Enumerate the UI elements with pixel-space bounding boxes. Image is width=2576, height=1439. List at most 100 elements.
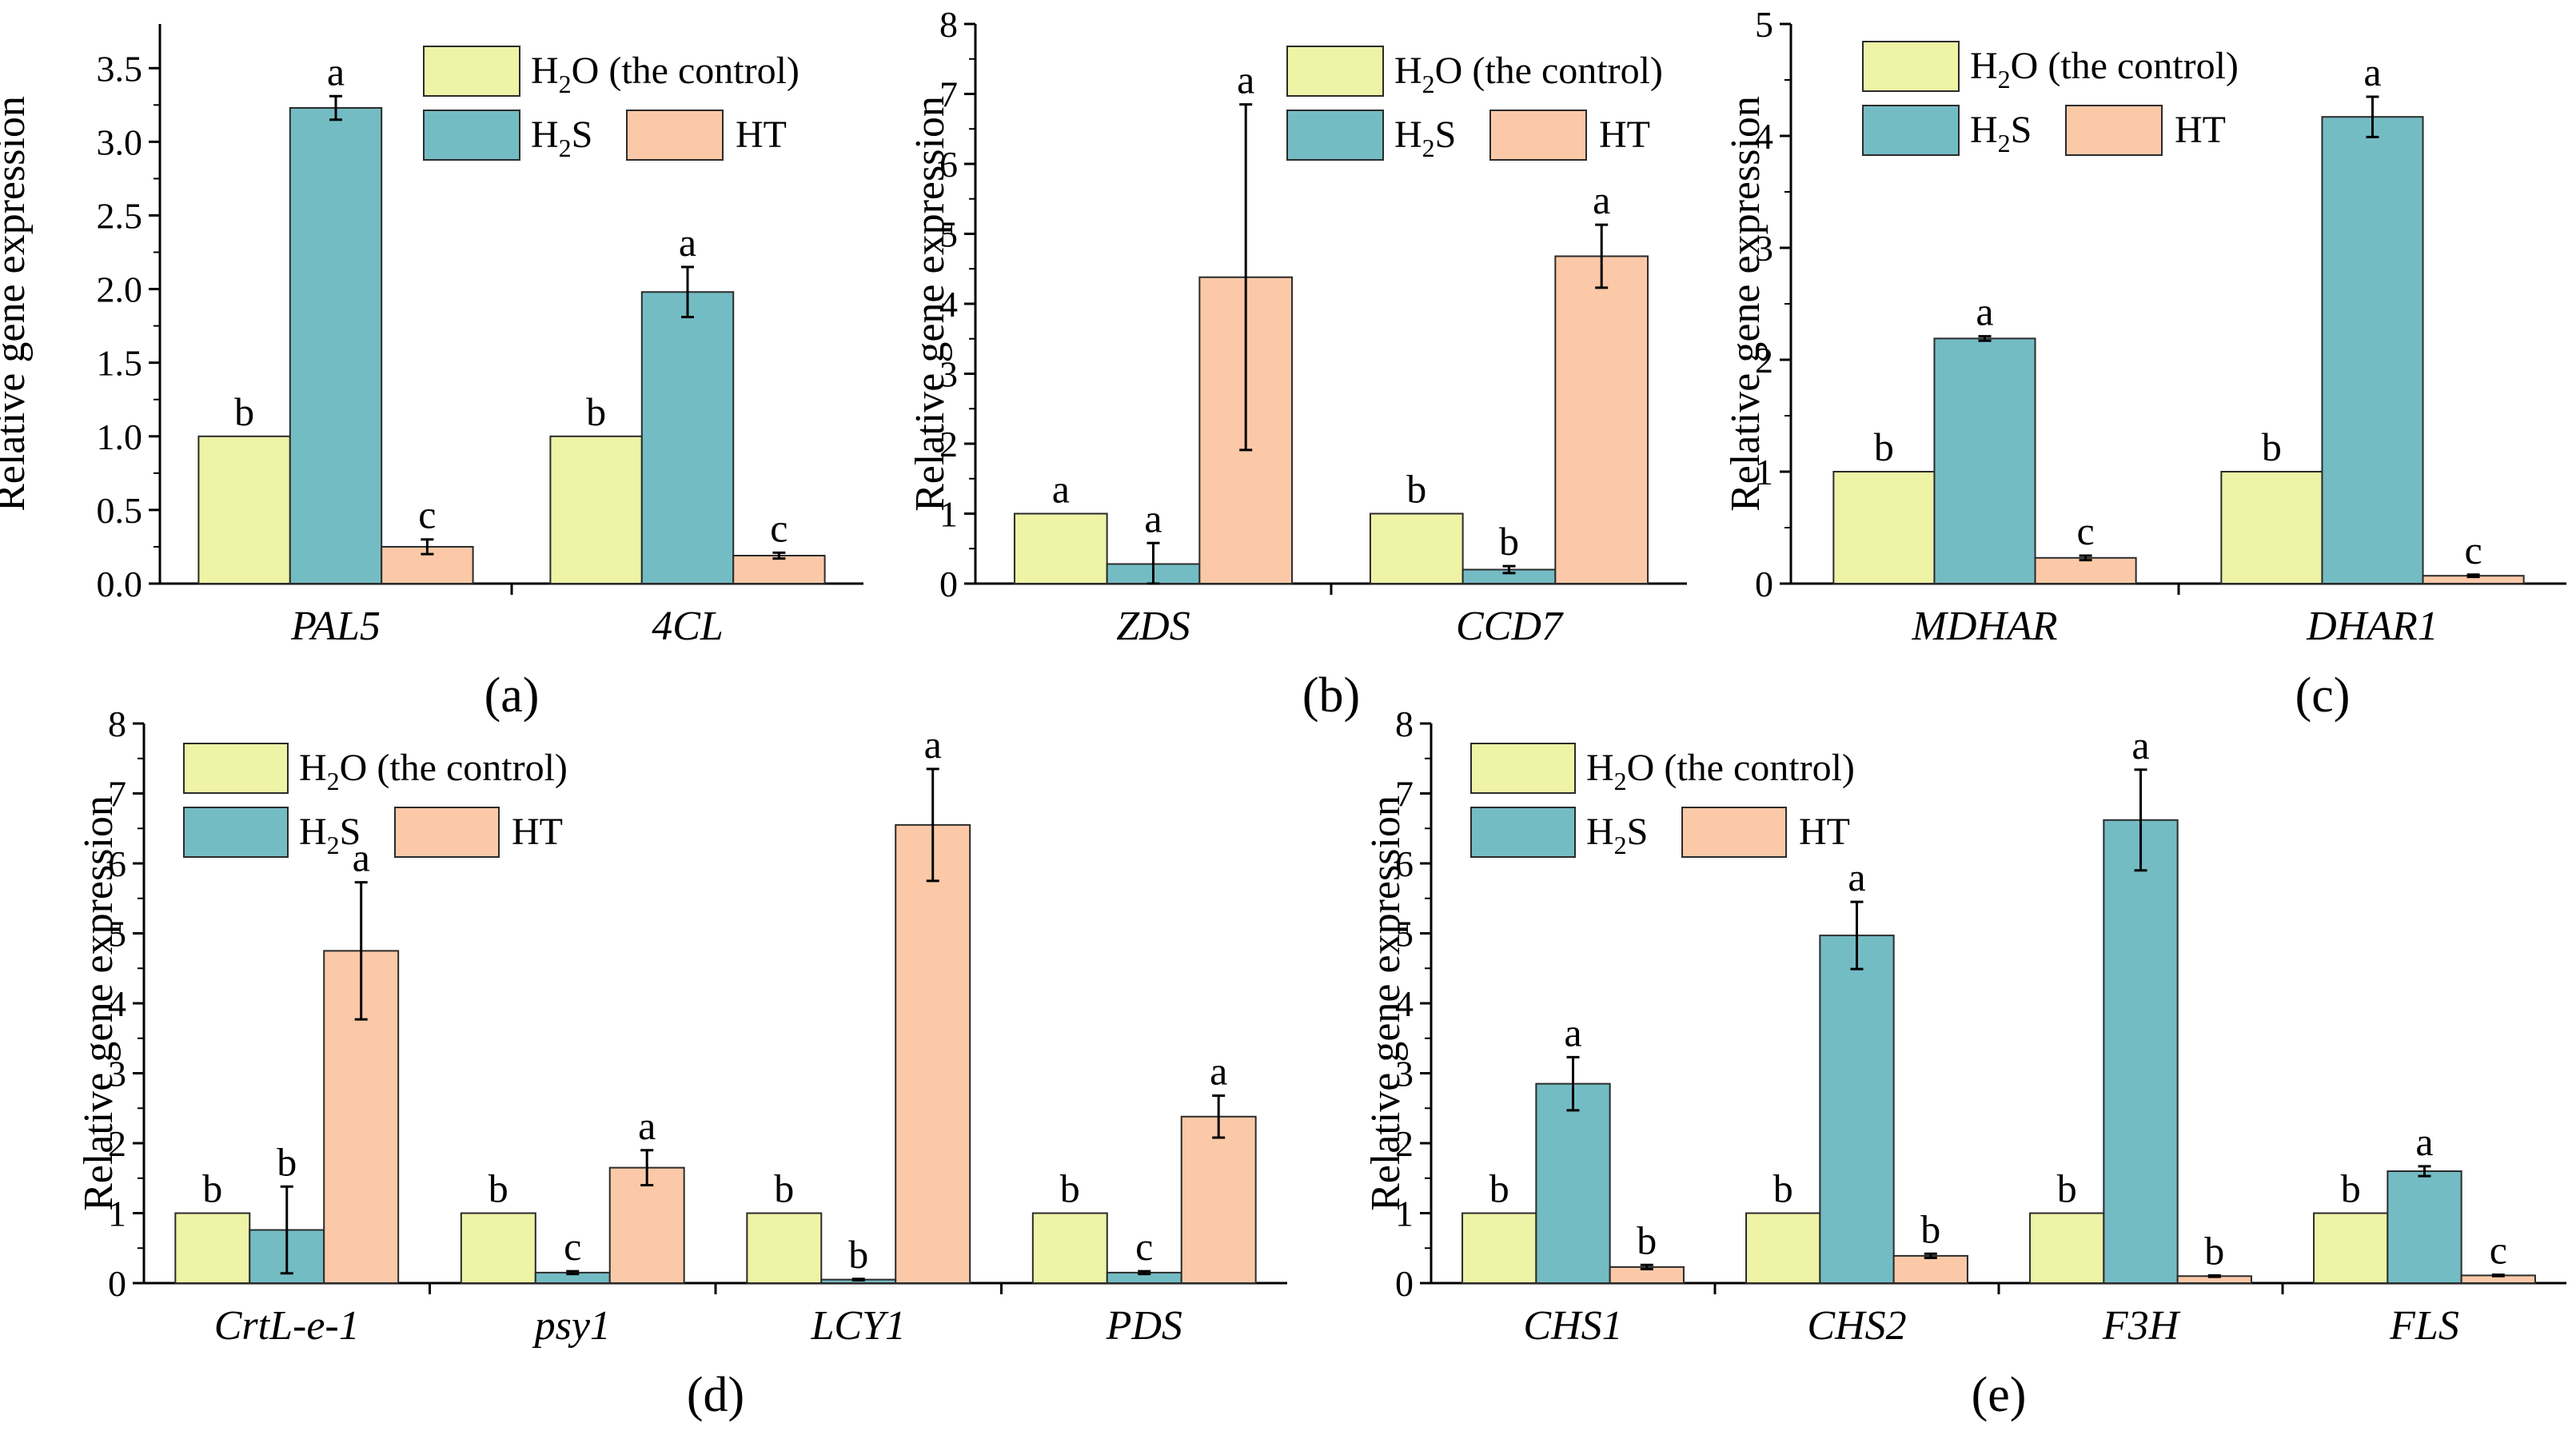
bar-h2o	[2313, 1212, 2389, 1284]
legend-swatch-ht	[626, 110, 724, 161]
y-tick-label: 5	[108, 914, 126, 955]
significance-letter: a	[327, 49, 345, 94]
bar-ht	[895, 823, 971, 1284]
legend-swatch-h2s	[1862, 105, 1960, 156]
legend: H2O (the control) H2S HT	[1286, 46, 1663, 162]
y-tick-label: 1.0	[97, 417, 143, 457]
bar-h2o	[746, 1212, 823, 1284]
bar-h2o	[460, 1212, 536, 1284]
y-axis-label: Relative gene expression	[1363, 795, 1409, 1211]
y-tick-label: 3.0	[97, 122, 143, 162]
significance-letter: c	[564, 1224, 581, 1269]
significance-letter: b	[2204, 1228, 2224, 1273]
y-tick-label: 1	[939, 494, 958, 535]
bar-h2s	[2387, 1170, 2462, 1284]
chart-panel-e: 0 1 2 3 4 5 6 7 8 Relative gene expression CHS1 b a b…	[1363, 704, 2566, 1422]
bar-ht	[1180, 1115, 1257, 1284]
legend-label-h2o: H2O (the control)	[531, 50, 800, 98]
y-tick-label: 7	[1395, 774, 1414, 815]
bar-h2s	[1535, 1082, 1611, 1284]
significance-letter: b	[848, 1232, 868, 1277]
legend-label-ht: HT	[512, 811, 563, 853]
y-tick-label: 8	[1395, 704, 1414, 744]
y-tick-label: 4	[1755, 116, 1773, 157]
x-tick-label: F3H	[2102, 1303, 2181, 1349]
significance-letter: b	[234, 389, 254, 434]
legend-swatch-h2s	[423, 110, 520, 161]
y-tick-label: 6	[108, 843, 126, 884]
legend-swatch-ht	[1681, 807, 1787, 858]
y-tick-label: 3	[939, 354, 958, 395]
x-tick-label: CHS2	[1807, 1303, 1906, 1349]
bar-h2o	[174, 1212, 251, 1284]
chart-panel-c: 0 1 2 3 4 5 Relative gene expression MDHAR b a c DH…	[1723, 4, 2566, 723]
bar-ht	[1892, 1254, 1968, 1284]
significance-letter: b	[2341, 1166, 2361, 1211]
y-tick-label: 5	[1755, 4, 1773, 45]
bar-ht	[732, 555, 826, 584]
significance-letter: a	[1144, 496, 1162, 540]
y-tick-label: 5	[939, 214, 958, 255]
x-tick-label: 4CL	[652, 604, 724, 649]
legend-label-h2s: H2S	[531, 114, 592, 162]
significance-letter: b	[774, 1166, 794, 1211]
legend-label-h2s: H2S	[299, 811, 361, 859]
legend: H2O (the control) H2S HT	[423, 46, 800, 162]
y-tick-label: 0.0	[97, 564, 143, 604]
significance-letter: b	[1499, 519, 1519, 564]
bar-h2s	[2321, 116, 2424, 584]
legend-swatch-h2s	[1470, 807, 1576, 858]
panel-label: (a)	[484, 668, 540, 723]
y-tick-label: 0.5	[97, 490, 143, 531]
y-tick-label: 0	[108, 1263, 126, 1304]
y-tick-label: 8	[108, 704, 126, 744]
x-tick-label: PDS	[1106, 1303, 1182, 1349]
y-tick-label: 2	[939, 424, 958, 464]
legend-swatch-h2s	[183, 807, 289, 858]
y-tick-label: 0	[939, 564, 958, 604]
significance-letter: a	[1210, 1049, 1227, 1094]
significance-letter: b	[1874, 425, 1894, 469]
legend-label-h2s: H2S	[1586, 811, 1648, 859]
significance-letter: a	[638, 1103, 656, 1148]
bar-ht	[1554, 255, 1649, 584]
chart-panel-d: 0 1 2 3 4 5 6 7 8 Relative gene expression CrtL-e-…	[76, 704, 1287, 1422]
legend-swatch-h2o	[1470, 743, 1576, 794]
chart-panel-b: 0 1 2 3 4 5 6 7 8 Relative gene expression ZDS a a a C…	[907, 4, 1687, 723]
legend-swatch-h2o	[423, 46, 520, 97]
significance-letter: a	[1848, 855, 1865, 899]
legend-label-ht: HT	[736, 114, 787, 156]
y-tick-label: 1	[108, 1194, 126, 1234]
significance-letter: b	[1920, 1206, 1940, 1251]
significance-letter: c	[2464, 528, 2482, 572]
legend-swatch-ht	[2065, 105, 2163, 156]
x-tick-label: CrtL-e-1	[214, 1303, 360, 1349]
legend-label-h2s: H2S	[1394, 114, 1456, 162]
y-tick-label: 2	[108, 1123, 126, 1164]
significance-letter: b	[1060, 1166, 1080, 1211]
bar-h2o	[1369, 512, 1464, 584]
significance-letter: c	[1135, 1224, 1153, 1269]
significance-letter: a	[924, 722, 942, 767]
significance-letter: b	[1773, 1166, 1793, 1211]
x-tick-label: psy1	[532, 1303, 611, 1349]
legend-label-h2o: H2O (the control)	[1394, 50, 1663, 98]
y-tick-label: 3	[1755, 228, 1773, 269]
significance-letter: b	[586, 389, 606, 434]
significance-letter: b	[1637, 1218, 1657, 1262]
chart-panel-a: 0.0 0.5 1.0 1.5 2.0 2.5 3.0 3.5 Relative gene ex…	[0, 24, 863, 723]
bar-h2s	[640, 291, 735, 584]
significance-letter: a	[2363, 50, 2381, 94]
x-tick-label: LCY1	[810, 1303, 906, 1349]
significance-letter: b	[1406, 467, 1426, 512]
y-tick-label: 1.5	[97, 343, 143, 384]
legend: H2O (the control) H2S HT	[183, 743, 568, 859]
bar-h2s	[1933, 337, 2036, 584]
legend-swatch-h2s	[1286, 110, 1384, 161]
significance-letter: b	[202, 1166, 222, 1211]
x-tick-label: DHAR1	[2306, 604, 2438, 649]
significance-letter: a	[1593, 177, 1610, 222]
y-tick-label: 6	[1395, 843, 1414, 884]
significance-letter: b	[2262, 425, 2282, 469]
y-tick-label: 4	[1395, 983, 1414, 1024]
